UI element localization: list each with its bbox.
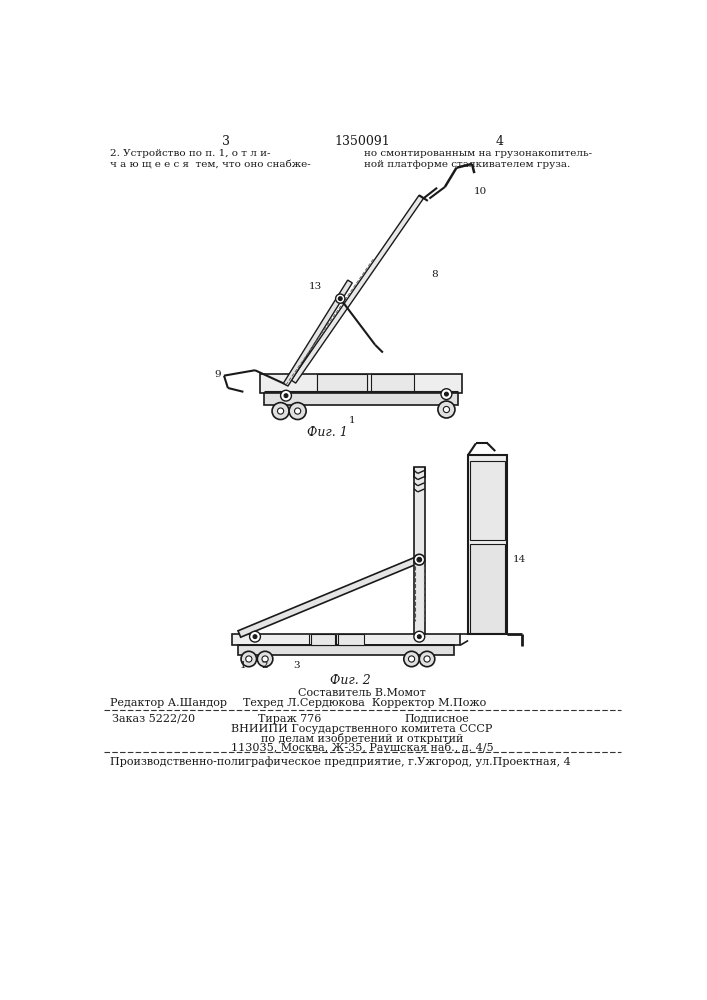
Circle shape: [414, 554, 425, 565]
Text: по делам изобретений и открытий: по делам изобретений и открытий: [261, 733, 463, 744]
Circle shape: [272, 403, 289, 420]
Polygon shape: [311, 634, 335, 645]
Circle shape: [424, 656, 430, 662]
Circle shape: [284, 394, 288, 398]
Text: Фиг. 1: Фиг. 1: [307, 426, 347, 439]
Text: 3: 3: [221, 135, 230, 148]
Circle shape: [441, 389, 452, 400]
Polygon shape: [317, 374, 368, 391]
Text: 10: 10: [474, 187, 487, 196]
Text: Составитель В.Момот: Составитель В.Момот: [298, 688, 426, 698]
Polygon shape: [260, 374, 462, 393]
Text: 13: 13: [309, 282, 322, 291]
Polygon shape: [338, 634, 363, 645]
Circle shape: [289, 403, 306, 420]
Polygon shape: [469, 544, 506, 633]
Circle shape: [241, 651, 257, 667]
Polygon shape: [238, 556, 421, 637]
Circle shape: [336, 294, 345, 303]
Circle shape: [262, 656, 268, 662]
Text: ной платформе сталкивателем груза.: ной платформе сталкивателем груза.: [363, 160, 570, 169]
Text: 2: 2: [262, 661, 269, 670]
Text: 113035, Москва, Ж-35, Раушская наб., д. 4/5: 113035, Москва, Ж-35, Раушская наб., д. …: [230, 742, 493, 753]
Polygon shape: [469, 461, 506, 540]
Circle shape: [409, 656, 414, 662]
Polygon shape: [371, 374, 414, 391]
Text: ВНИИПИ Государственного комитета СССР: ВНИИПИ Государственного комитета СССР: [231, 724, 493, 734]
Polygon shape: [284, 280, 352, 386]
Polygon shape: [238, 645, 454, 655]
Text: 4: 4: [495, 135, 503, 148]
Circle shape: [253, 635, 257, 639]
Text: 1: 1: [349, 416, 355, 425]
Text: Тираж 776: Тираж 776: [258, 714, 322, 724]
Circle shape: [295, 408, 300, 414]
Text: 14: 14: [513, 555, 526, 564]
Circle shape: [257, 651, 273, 667]
Circle shape: [277, 408, 284, 414]
Text: но смонтированным на грузонакопитель-: но смонтированным на грузонакопитель-: [363, 149, 592, 158]
Text: Заказ 5222/20: Заказ 5222/20: [112, 714, 194, 724]
Circle shape: [281, 390, 291, 401]
Circle shape: [417, 557, 421, 562]
Text: ч а ю щ е е с я  тем, что оно снабже-: ч а ю щ е е с я тем, что оно снабже-: [110, 160, 311, 169]
Circle shape: [443, 406, 450, 413]
Circle shape: [438, 401, 455, 418]
Text: 3: 3: [293, 661, 299, 670]
Polygon shape: [232, 634, 460, 645]
Polygon shape: [291, 195, 423, 383]
Text: 2. Устройство по п. 1, о т л и-: 2. Устройство по п. 1, о т л и-: [110, 149, 271, 158]
Polygon shape: [264, 393, 458, 405]
Circle shape: [250, 631, 260, 642]
Text: 8: 8: [431, 270, 438, 279]
Polygon shape: [468, 455, 507, 634]
Text: Техред Л.Сердюкова  Корректор М.Пожо: Техред Л.Сердюкова Корректор М.Пожо: [243, 698, 486, 708]
Text: Подписное: Подписное: [404, 714, 469, 724]
Circle shape: [445, 392, 448, 396]
Text: 1: 1: [240, 661, 247, 670]
Text: Производственно-полиграфическое предприятие, г.Ужгород, ул.Проектная, 4: Производственно-полиграфическое предприя…: [110, 756, 571, 767]
Circle shape: [419, 651, 435, 667]
Circle shape: [404, 651, 419, 667]
Text: 1350091: 1350091: [334, 135, 390, 148]
Text: Редактор А.Шандор: Редактор А.Шандор: [110, 698, 227, 708]
Circle shape: [414, 631, 425, 642]
Text: 9: 9: [215, 370, 221, 379]
Polygon shape: [414, 466, 425, 634]
Text: Фиг. 2: Фиг. 2: [330, 674, 370, 687]
Circle shape: [339, 297, 342, 301]
Circle shape: [246, 656, 252, 662]
Circle shape: [417, 635, 421, 639]
